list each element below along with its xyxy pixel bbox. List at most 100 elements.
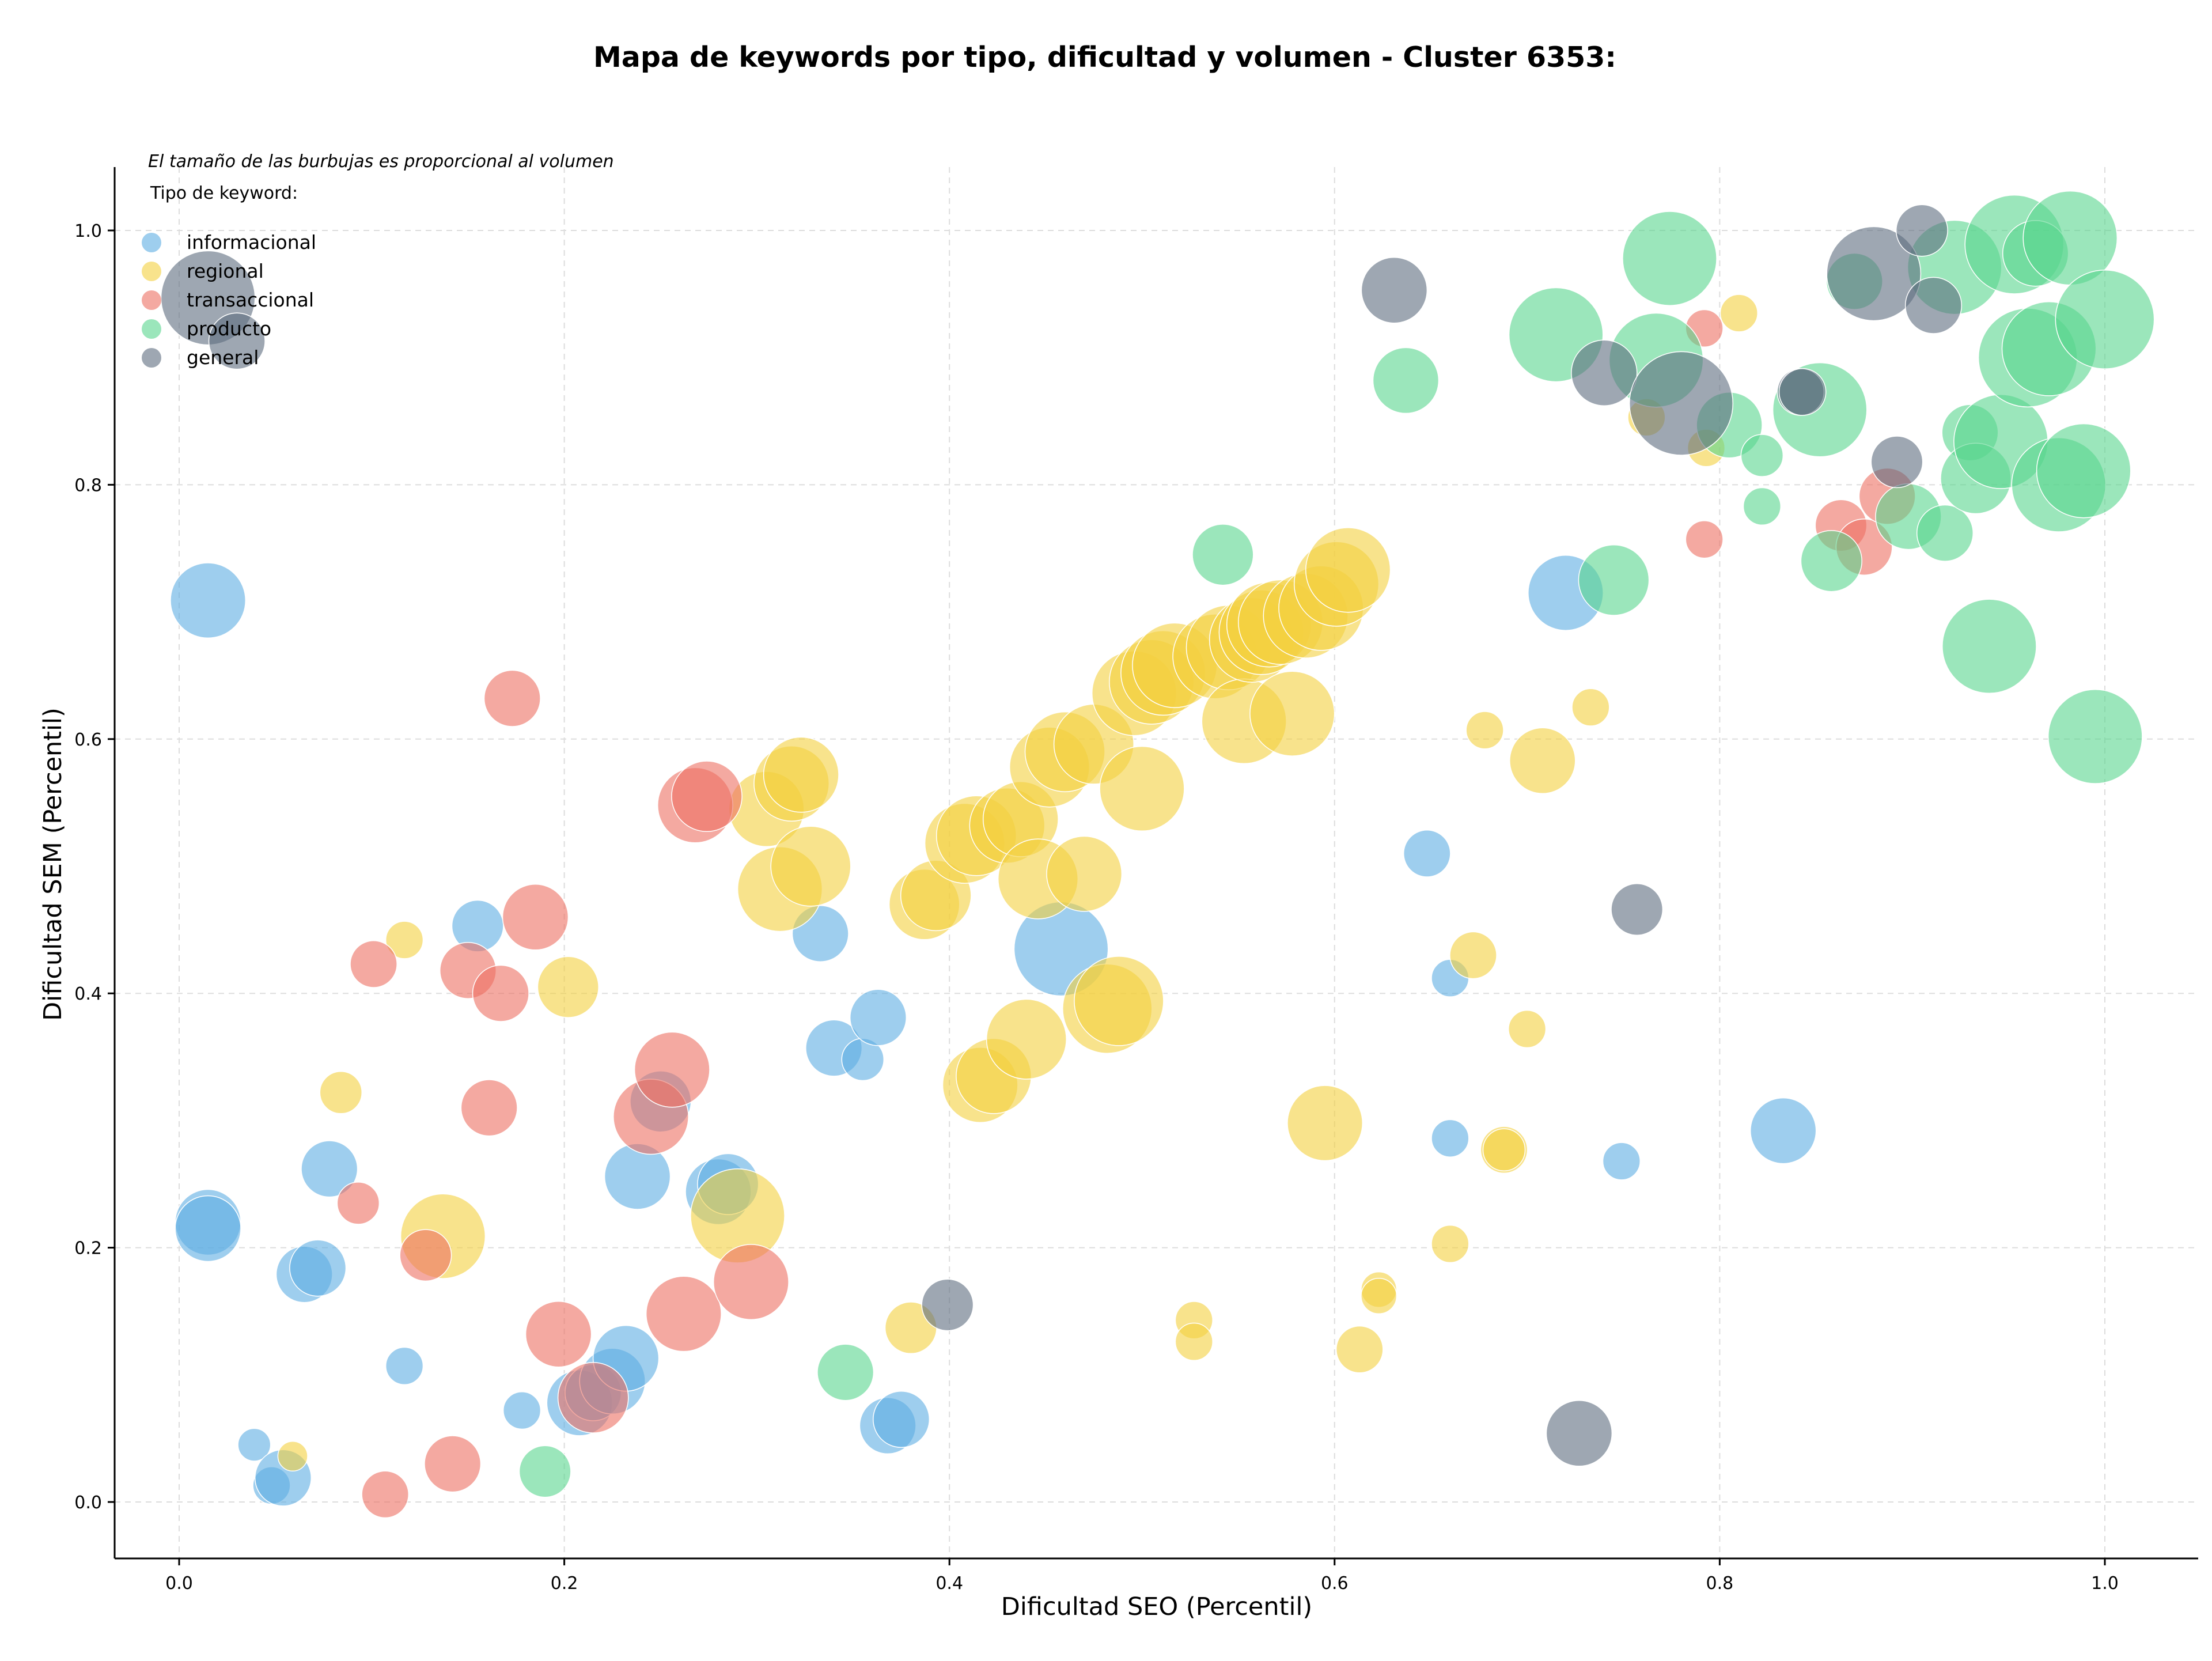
y-tick-label: 0.2 bbox=[74, 1239, 102, 1259]
bubble-informacional bbox=[849, 989, 907, 1046]
bubble-transaccional bbox=[1685, 520, 1724, 559]
legend: informacional regional transaccional produc… bbox=[142, 231, 316, 369]
legend-label-regional: regional bbox=[187, 260, 264, 282]
bubble-transaccional bbox=[713, 1244, 789, 1321]
bubble-informacional bbox=[1602, 1142, 1641, 1181]
bubble-informacional bbox=[175, 1195, 241, 1262]
bubble-informacional bbox=[502, 1391, 541, 1430]
bubble-transaccional bbox=[671, 760, 743, 832]
bubble-producto bbox=[1192, 524, 1254, 586]
bubble-transaccional bbox=[350, 940, 397, 988]
bubble-general bbox=[1904, 277, 1963, 334]
bubble-regional bbox=[1719, 294, 1758, 332]
bubble-transaccional bbox=[399, 1229, 452, 1282]
bubble-producto bbox=[2055, 270, 2155, 369]
bubble-informacional bbox=[170, 562, 247, 639]
bubble-producto bbox=[2047, 689, 2143, 784]
bubble-transaccional bbox=[472, 964, 529, 1022]
y-tick-label: 0.4 bbox=[74, 984, 102, 1004]
bubble-transaccional bbox=[460, 1079, 518, 1137]
chart-title: Mapa de keywords por tipo, dificultad y … bbox=[593, 41, 1616, 74]
bubble-general bbox=[1361, 256, 1428, 324]
bubble-general bbox=[1611, 883, 1664, 936]
x-tick-label: 0.0 bbox=[165, 1573, 193, 1594]
bubble-regional bbox=[537, 956, 599, 1018]
series-producto bbox=[518, 190, 2155, 1498]
bubble-informacional bbox=[385, 1346, 424, 1386]
bubble-regional bbox=[319, 1071, 363, 1114]
bubble-producto bbox=[1743, 487, 1782, 526]
bubble-producto bbox=[518, 1445, 571, 1498]
legend-marker-producto bbox=[142, 319, 161, 339]
bubble-informacional bbox=[1749, 1097, 1817, 1164]
bubble-producto bbox=[817, 1344, 874, 1401]
legend-label-producto: producto bbox=[187, 317, 271, 340]
x-tick-label: 0.8 bbox=[1706, 1573, 1734, 1594]
series-regional bbox=[277, 294, 1758, 1472]
grid bbox=[115, 167, 2198, 1558]
bubble-general bbox=[1628, 351, 1734, 456]
bubble-regional bbox=[1449, 931, 1497, 979]
bubble-regional bbox=[1287, 1085, 1363, 1161]
legend-marker-general bbox=[142, 348, 161, 368]
legend-label-general: general bbox=[187, 346, 259, 369]
series-general bbox=[160, 204, 1963, 1467]
bubble-regional bbox=[1046, 835, 1123, 912]
bubble-regional bbox=[1335, 1325, 1384, 1374]
bubble-informacional bbox=[873, 1390, 930, 1448]
legend-marker-regional bbox=[142, 262, 161, 281]
bubble-regional bbox=[1465, 711, 1504, 750]
legend-label-informacional: informacional bbox=[187, 231, 316, 253]
bubble-transaccional bbox=[557, 1362, 629, 1433]
legend-marker-informacional bbox=[142, 233, 161, 252]
bubble-transaccional bbox=[483, 669, 541, 727]
bubble-informacional bbox=[1431, 1119, 1469, 1157]
y-tick-label: 1.0 bbox=[74, 221, 102, 241]
bubble-transaccional bbox=[634, 1031, 710, 1108]
bubble-regional bbox=[1571, 688, 1610, 727]
bubble-producto bbox=[1372, 347, 1440, 414]
bubble-regional bbox=[1249, 671, 1335, 756]
bubble-general bbox=[1778, 368, 1827, 416]
bubble-producto bbox=[1622, 211, 1717, 306]
bubble-producto bbox=[1578, 544, 1650, 616]
bubble-producto bbox=[1916, 504, 1974, 562]
bubble-regional bbox=[986, 998, 1067, 1080]
bubble-producto bbox=[2036, 423, 2131, 519]
x-axis-label: Dificultad SEO (Percentil) bbox=[1001, 1592, 1312, 1621]
x-axis-ticks: 0.0 0.2 0.4 0.6 0.8 1.0 bbox=[165, 1558, 2119, 1594]
y-axis-label: Dificultad SEM (Percentil) bbox=[39, 707, 67, 1021]
x-tick-label: 0.4 bbox=[935, 1573, 963, 1594]
bubble-informacional bbox=[289, 1239, 347, 1297]
bubble-general bbox=[1546, 1400, 1613, 1467]
bubble-transaccional bbox=[502, 884, 569, 951]
bubble-transaccional bbox=[645, 1276, 722, 1352]
bubble-producto bbox=[1942, 599, 2037, 694]
bubble-regional bbox=[1175, 1322, 1213, 1361]
bubble-general bbox=[1870, 436, 1923, 489]
legend-label-transaccional: transaccional bbox=[187, 289, 314, 311]
bubble-regional bbox=[1099, 746, 1185, 832]
bubbles bbox=[160, 190, 2155, 1519]
y-tick-label: 0.6 bbox=[74, 730, 102, 750]
y-tick-label: 0.0 bbox=[74, 1493, 102, 1513]
bubble-regional bbox=[1509, 727, 1576, 794]
bubble-general bbox=[208, 312, 266, 370]
x-tick-label: 0.6 bbox=[1321, 1573, 1349, 1594]
y-axis-ticks: 0.0 0.2 0.4 0.6 0.8 1.0 bbox=[74, 221, 115, 1513]
bubble-informacional bbox=[237, 1428, 271, 1462]
bubble-general bbox=[1571, 339, 1638, 406]
bubble-regional bbox=[1305, 527, 1391, 613]
bubble-transaccional bbox=[361, 1470, 410, 1519]
series-transaccional bbox=[336, 309, 1916, 1519]
bubble-transaccional bbox=[424, 1435, 482, 1493]
x-tick-label: 1.0 bbox=[2091, 1573, 2119, 1594]
bubble-size-note: El tamaño de las burbujas es proporciona… bbox=[148, 152, 614, 172]
bubble-regional bbox=[770, 826, 851, 907]
bubble-producto bbox=[1800, 530, 1862, 592]
legend-title: Tipo de keyword: bbox=[150, 183, 298, 203]
bubble-general bbox=[1826, 226, 1922, 321]
bubble-producto bbox=[1740, 434, 1784, 477]
legend-marker-transaccional bbox=[142, 290, 161, 310]
